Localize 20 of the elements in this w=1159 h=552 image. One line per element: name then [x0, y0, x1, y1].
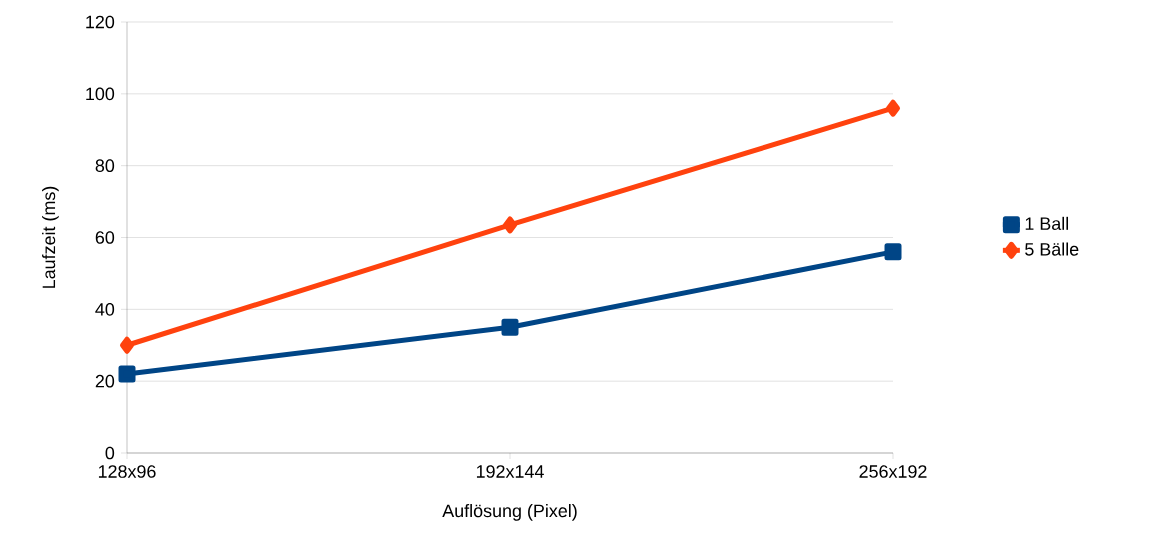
x-tick-label: 128x96: [98, 465, 156, 478]
y-tick-label: 0: [105, 446, 115, 460]
y-tick-label: 20: [95, 374, 115, 388]
legend-label: 5 Bälle: [1025, 242, 1079, 256]
y-tick-label: 120: [86, 15, 115, 29]
legend-label: 1 Ball: [1025, 216, 1069, 230]
point: [120, 336, 134, 354]
y-tick-label: 100: [86, 87, 115, 101]
x-axis-title: Auflösung (Pixel): [442, 504, 577, 521]
x-tick-label: 256x192: [859, 465, 927, 478]
y-tick-label: 80: [95, 159, 115, 173]
point: [503, 216, 517, 234]
point: [886, 99, 901, 117]
point: [118, 365, 136, 383]
y-axis-title: Laufzeit (ms): [42, 186, 59, 288]
y-tick-label: 40: [95, 302, 115, 316]
point: [501, 318, 519, 336]
point: [884, 243, 902, 261]
x-tick-label: 192x144: [476, 465, 544, 478]
y-tick-label: 60: [95, 231, 115, 244]
